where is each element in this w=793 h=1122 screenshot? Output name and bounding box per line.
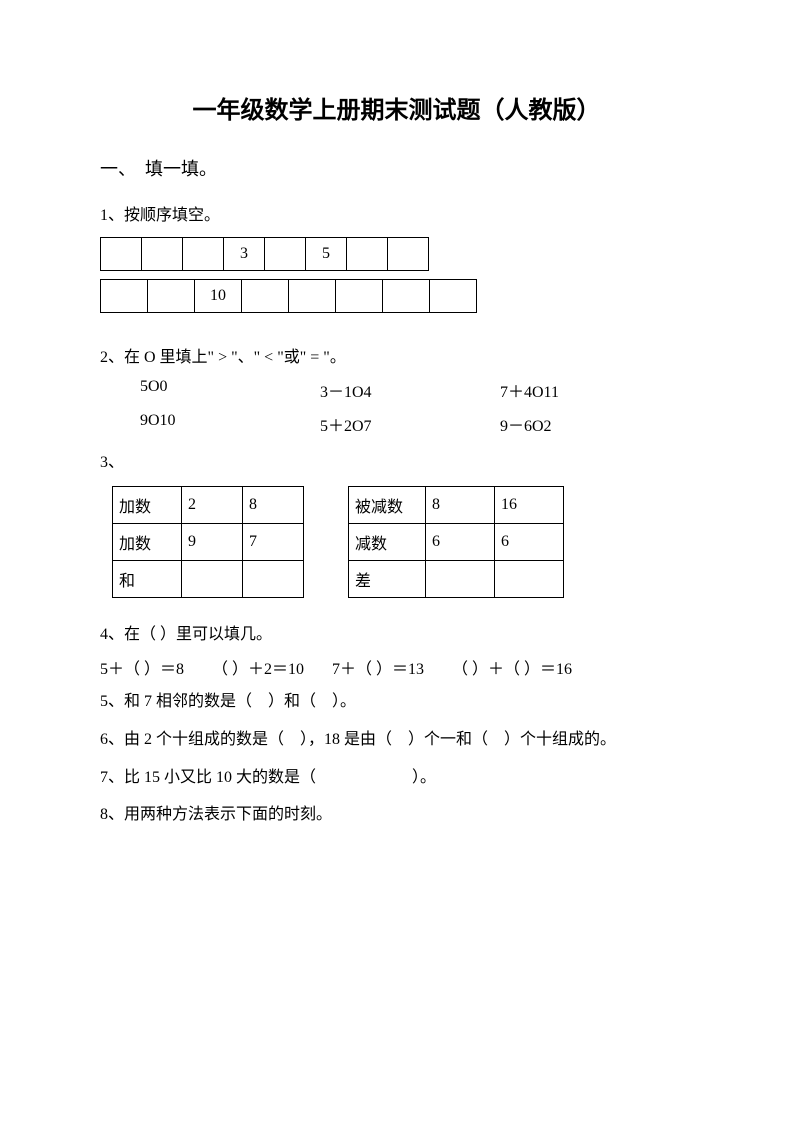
sub-r3-label: 差	[349, 560, 426, 597]
question-1: 1、按顺序填空。	[100, 199, 693, 233]
sub-r2-label: 减数	[349, 523, 426, 560]
add-r1-v2: 8	[243, 486, 304, 523]
add-r2-v2: 7	[243, 523, 304, 560]
question-8: 8、用两种方法表示下面的时刻。	[100, 798, 693, 832]
q2-r2-c1: 9O10	[140, 412, 320, 436]
add-r1-v1: 2	[182, 486, 243, 523]
q4-eq-2: （ ）＋2＝10	[212, 655, 304, 679]
q2-r2-c2: 5＋2O7	[320, 412, 500, 436]
q1-r2-c1	[101, 279, 148, 312]
q4-eq-1: 5＋（ ）＝8	[100, 655, 184, 679]
q1-r2-c7	[383, 279, 430, 312]
sub-r2-v2: 6	[495, 523, 564, 560]
q4-eq-3: 7＋（ ）＝13	[332, 655, 424, 679]
q1-sequence-table-2: 10	[100, 279, 477, 313]
q1-r1-c8	[388, 237, 429, 270]
question-6: 6、由 2 个十组成的数是（ ），18 是由（ ）个一和（ ）个十组成的。	[100, 723, 693, 757]
q1-r1-c7	[347, 237, 388, 270]
q4-equations: 5＋（ ）＝8 （ ）＋2＝10 7＋（ ）＝13 （ ）＋（ ）＝16	[100, 655, 693, 679]
q4-eq-4: （ ）＋（ ）＝16	[452, 655, 572, 679]
q1-r2-c6	[336, 279, 383, 312]
q3-subtraction-table: 被减数 8 16 减数 6 6 差	[348, 486, 564, 598]
question-2: 2、在 O 里填上" > "、" < "或" = "。	[100, 341, 693, 375]
add-r3-label: 和	[113, 560, 182, 597]
q1-r2-c8	[430, 279, 477, 312]
q1-r1-c6: 5	[306, 237, 347, 270]
q1-r2-c2	[148, 279, 195, 312]
q1-r2-c5	[289, 279, 336, 312]
q2-r1-c2: 3－1O4	[320, 378, 500, 402]
q3-addition-table: 加数 2 8 加数 9 7 和	[112, 486, 304, 598]
q1-r2-c4	[242, 279, 289, 312]
q1-r1-c3	[183, 237, 224, 270]
q2-r1-c1: 5O0	[140, 378, 320, 402]
question-3: 3、	[100, 446, 693, 480]
q1-r1-c5	[265, 237, 306, 270]
sub-r2-v1: 6	[426, 523, 495, 560]
q1-r1-c4: 3	[224, 237, 265, 270]
add-r3-v2	[243, 560, 304, 597]
page-title: 一年级数学上册期末测试题（人教版）	[100, 90, 693, 125]
sub-r1-v1: 8	[426, 486, 495, 523]
q2-r1-c3: 7＋4O11	[500, 378, 680, 402]
q1-r2-c3: 10	[195, 279, 242, 312]
add-r3-v1	[182, 560, 243, 597]
question-5: 5、和 7 相邻的数是（ ）和（ ）。	[100, 685, 693, 719]
q1-r1-c1	[101, 237, 142, 270]
add-r1-label: 加数	[113, 486, 182, 523]
q2-row-2: 9O10 5＋2O7 9－6O2	[100, 412, 693, 436]
add-r2-label: 加数	[113, 523, 182, 560]
sub-r1-v2: 16	[495, 486, 564, 523]
q1-sequence-table-1: 3 5	[100, 237, 429, 271]
section-1-heading: 一、 填一填。	[100, 155, 693, 181]
question-4: 4、在（ ）里可以填几。	[100, 618, 693, 652]
q1-r1-c2	[142, 237, 183, 270]
q2-r2-c3: 9－6O2	[500, 412, 680, 436]
sub-r1-label: 被减数	[349, 486, 426, 523]
sub-r3-v2	[495, 560, 564, 597]
question-7: 7、比 15 小又比 10 大的数是（ ）。	[100, 761, 693, 795]
add-r2-v1: 9	[182, 523, 243, 560]
q2-row-1: 5O0 3－1O4 7＋4O11	[100, 378, 693, 402]
sub-r3-v1	[426, 560, 495, 597]
